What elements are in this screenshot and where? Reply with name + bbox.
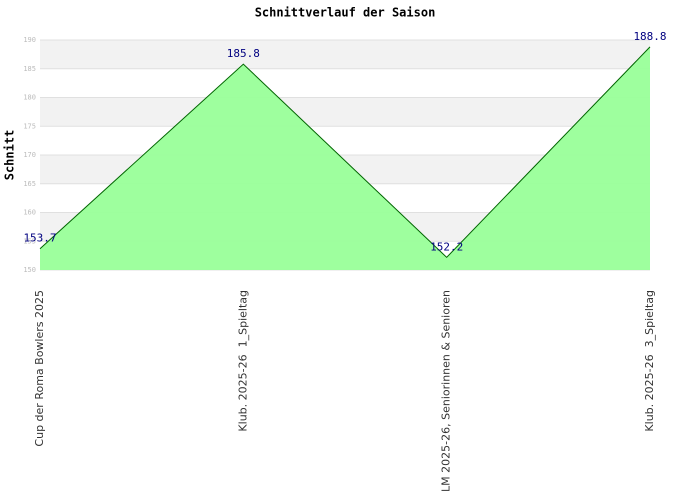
chart-title: Schnittverlauf der Saison	[255, 6, 436, 20]
y-axis-label: Schnitt	[3, 130, 17, 181]
grid-band	[40, 40, 650, 69]
data-label: 185.8	[227, 47, 260, 60]
x-tick-label: Klub. 2025-26 1_Spieltag	[236, 290, 249, 432]
x-tick-label: Cup der Roma Bowlers 2025	[33, 290, 46, 447]
data-label: 188.8	[633, 30, 666, 43]
y-tick-label: 160	[23, 209, 36, 217]
y-tick-label: 150	[23, 266, 36, 274]
y-tick-label: 175	[23, 122, 36, 130]
y-tick-label: 180	[23, 94, 36, 102]
x-tick-label: LM 2025-26, Seniorinnen & Senioren	[440, 290, 453, 492]
area	[40, 46, 650, 271]
data-label: 153.7	[23, 232, 56, 245]
grid-band	[40, 97, 650, 127]
y-tick-label: 185	[23, 65, 36, 73]
y-tick-label: 190	[23, 36, 36, 44]
data-label: 152.2	[430, 240, 463, 253]
y-tick-label: 165	[23, 180, 36, 188]
x-tick-label: Klub. 2025-26 3_Spieltag	[643, 290, 656, 432]
line	[39, 46, 651, 259]
y-tick-label: 170	[23, 151, 36, 159]
y-tick-label: 155	[23, 237, 36, 245]
